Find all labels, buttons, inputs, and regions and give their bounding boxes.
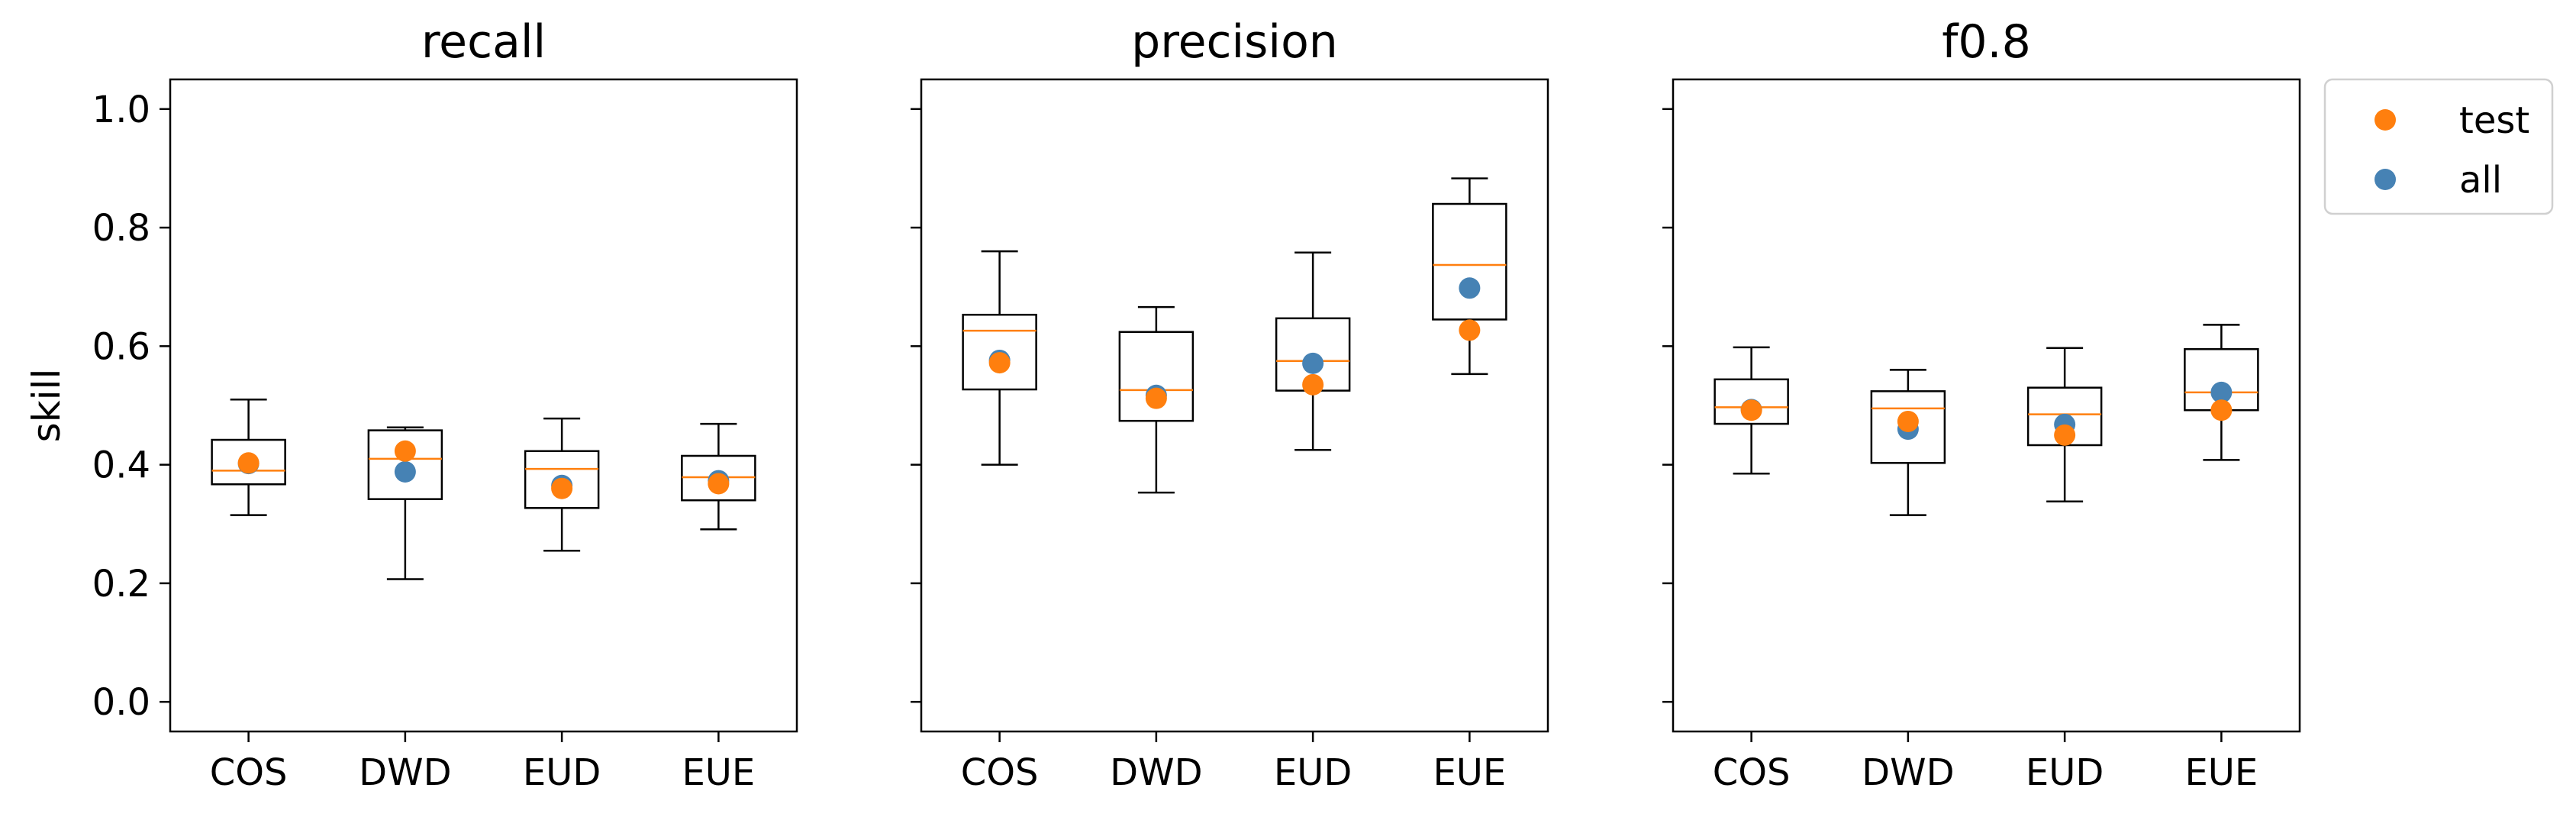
test-point-eud — [2054, 424, 2076, 446]
all-point-eue — [2210, 381, 2233, 403]
y-tick-label: 0.8 — [92, 207, 150, 250]
test-point-eud — [551, 477, 573, 499]
test-point-eue — [708, 473, 730, 495]
test-point-eud — [1302, 373, 1324, 396]
all-point-eud — [1302, 352, 1324, 374]
test-point-dwd — [1897, 410, 1919, 432]
iqr-box — [1118, 331, 1195, 422]
plot-frame — [1672, 78, 2301, 733]
test-point-dwd — [394, 440, 416, 462]
all-point-dwd — [394, 460, 416, 483]
test-point-eue — [2210, 399, 2233, 421]
x-tick-label-cos: COS — [1713, 751, 1791, 794]
iqr-box — [367, 429, 443, 500]
panel-title: precision — [1131, 15, 1338, 69]
iqr-box — [1432, 202, 1507, 321]
panel-title: recall — [421, 15, 546, 69]
legend-marker-test — [2374, 109, 2396, 131]
plot-frame — [920, 78, 1549, 733]
iqr-box — [962, 313, 1037, 391]
legend-label-all: all — [2459, 159, 2502, 202]
x-tick-label-eud: EUD — [1274, 751, 1352, 794]
iqr-box — [524, 450, 600, 509]
x-tick-label-eue: EUE — [2184, 751, 2258, 794]
iqr-box — [1870, 390, 1946, 464]
x-tick-label-eud: EUD — [523, 751, 601, 794]
y-axis-label: skill — [24, 369, 69, 443]
x-tick-label-dwd: DWD — [359, 751, 451, 794]
legend-marker-all — [2374, 169, 2396, 190]
panel-f0-8: f0.8 COS DWD EUD EUE — [1662, 15, 2301, 794]
y-tick-label: 1.0 — [92, 89, 150, 131]
y-tick-label: 0.4 — [92, 444, 150, 487]
legend: test all — [2323, 78, 2554, 215]
y-tick-label: 0.0 — [92, 681, 150, 724]
test-point-cos — [988, 352, 1011, 374]
box-cos — [962, 250, 1037, 466]
x-tick-label-dwd: DWD — [1110, 751, 1202, 794]
panel-precision: precision COS DWD EUD EUE — [911, 15, 1549, 794]
x-tick-label-eud: EUD — [2026, 751, 2104, 794]
test-point-dwd — [1145, 387, 1167, 409]
x-tick-label-cos: COS — [210, 751, 288, 794]
box-eud — [524, 417, 600, 552]
x-tick-label-cos: COS — [961, 751, 1039, 794]
panel-recall: recall 0.0 0.2 0.4 0.6 0.8 1.0 COS DWD EUD EUE — [92, 15, 798, 794]
plot-frame — [169, 78, 798, 733]
x-tick-label-eue: EUE — [682, 751, 755, 794]
iqr-box — [1714, 378, 1789, 425]
test-point-cos — [1740, 399, 1762, 421]
box-dwd — [367, 426, 443, 580]
box-cos — [211, 398, 286, 516]
box-dwd — [1870, 369, 1946, 516]
legend-label-test: test — [2459, 99, 2529, 142]
y-tick-label: 0.2 — [92, 563, 150, 605]
x-tick-label-dwd: DWD — [1862, 751, 1954, 794]
test-point-cos — [237, 452, 260, 474]
box-eud — [1275, 251, 1351, 451]
x-tick-label-eue: EUE — [1433, 751, 1506, 794]
all-point-eue — [1459, 277, 1481, 299]
test-point-eue — [1459, 319, 1481, 341]
box-dwd — [1118, 305, 1195, 494]
panel-title: f0.8 — [1942, 15, 2031, 69]
iqr-box — [211, 438, 286, 486]
y-tick-label: 0.6 — [92, 325, 150, 368]
box-eue — [1432, 177, 1507, 376]
